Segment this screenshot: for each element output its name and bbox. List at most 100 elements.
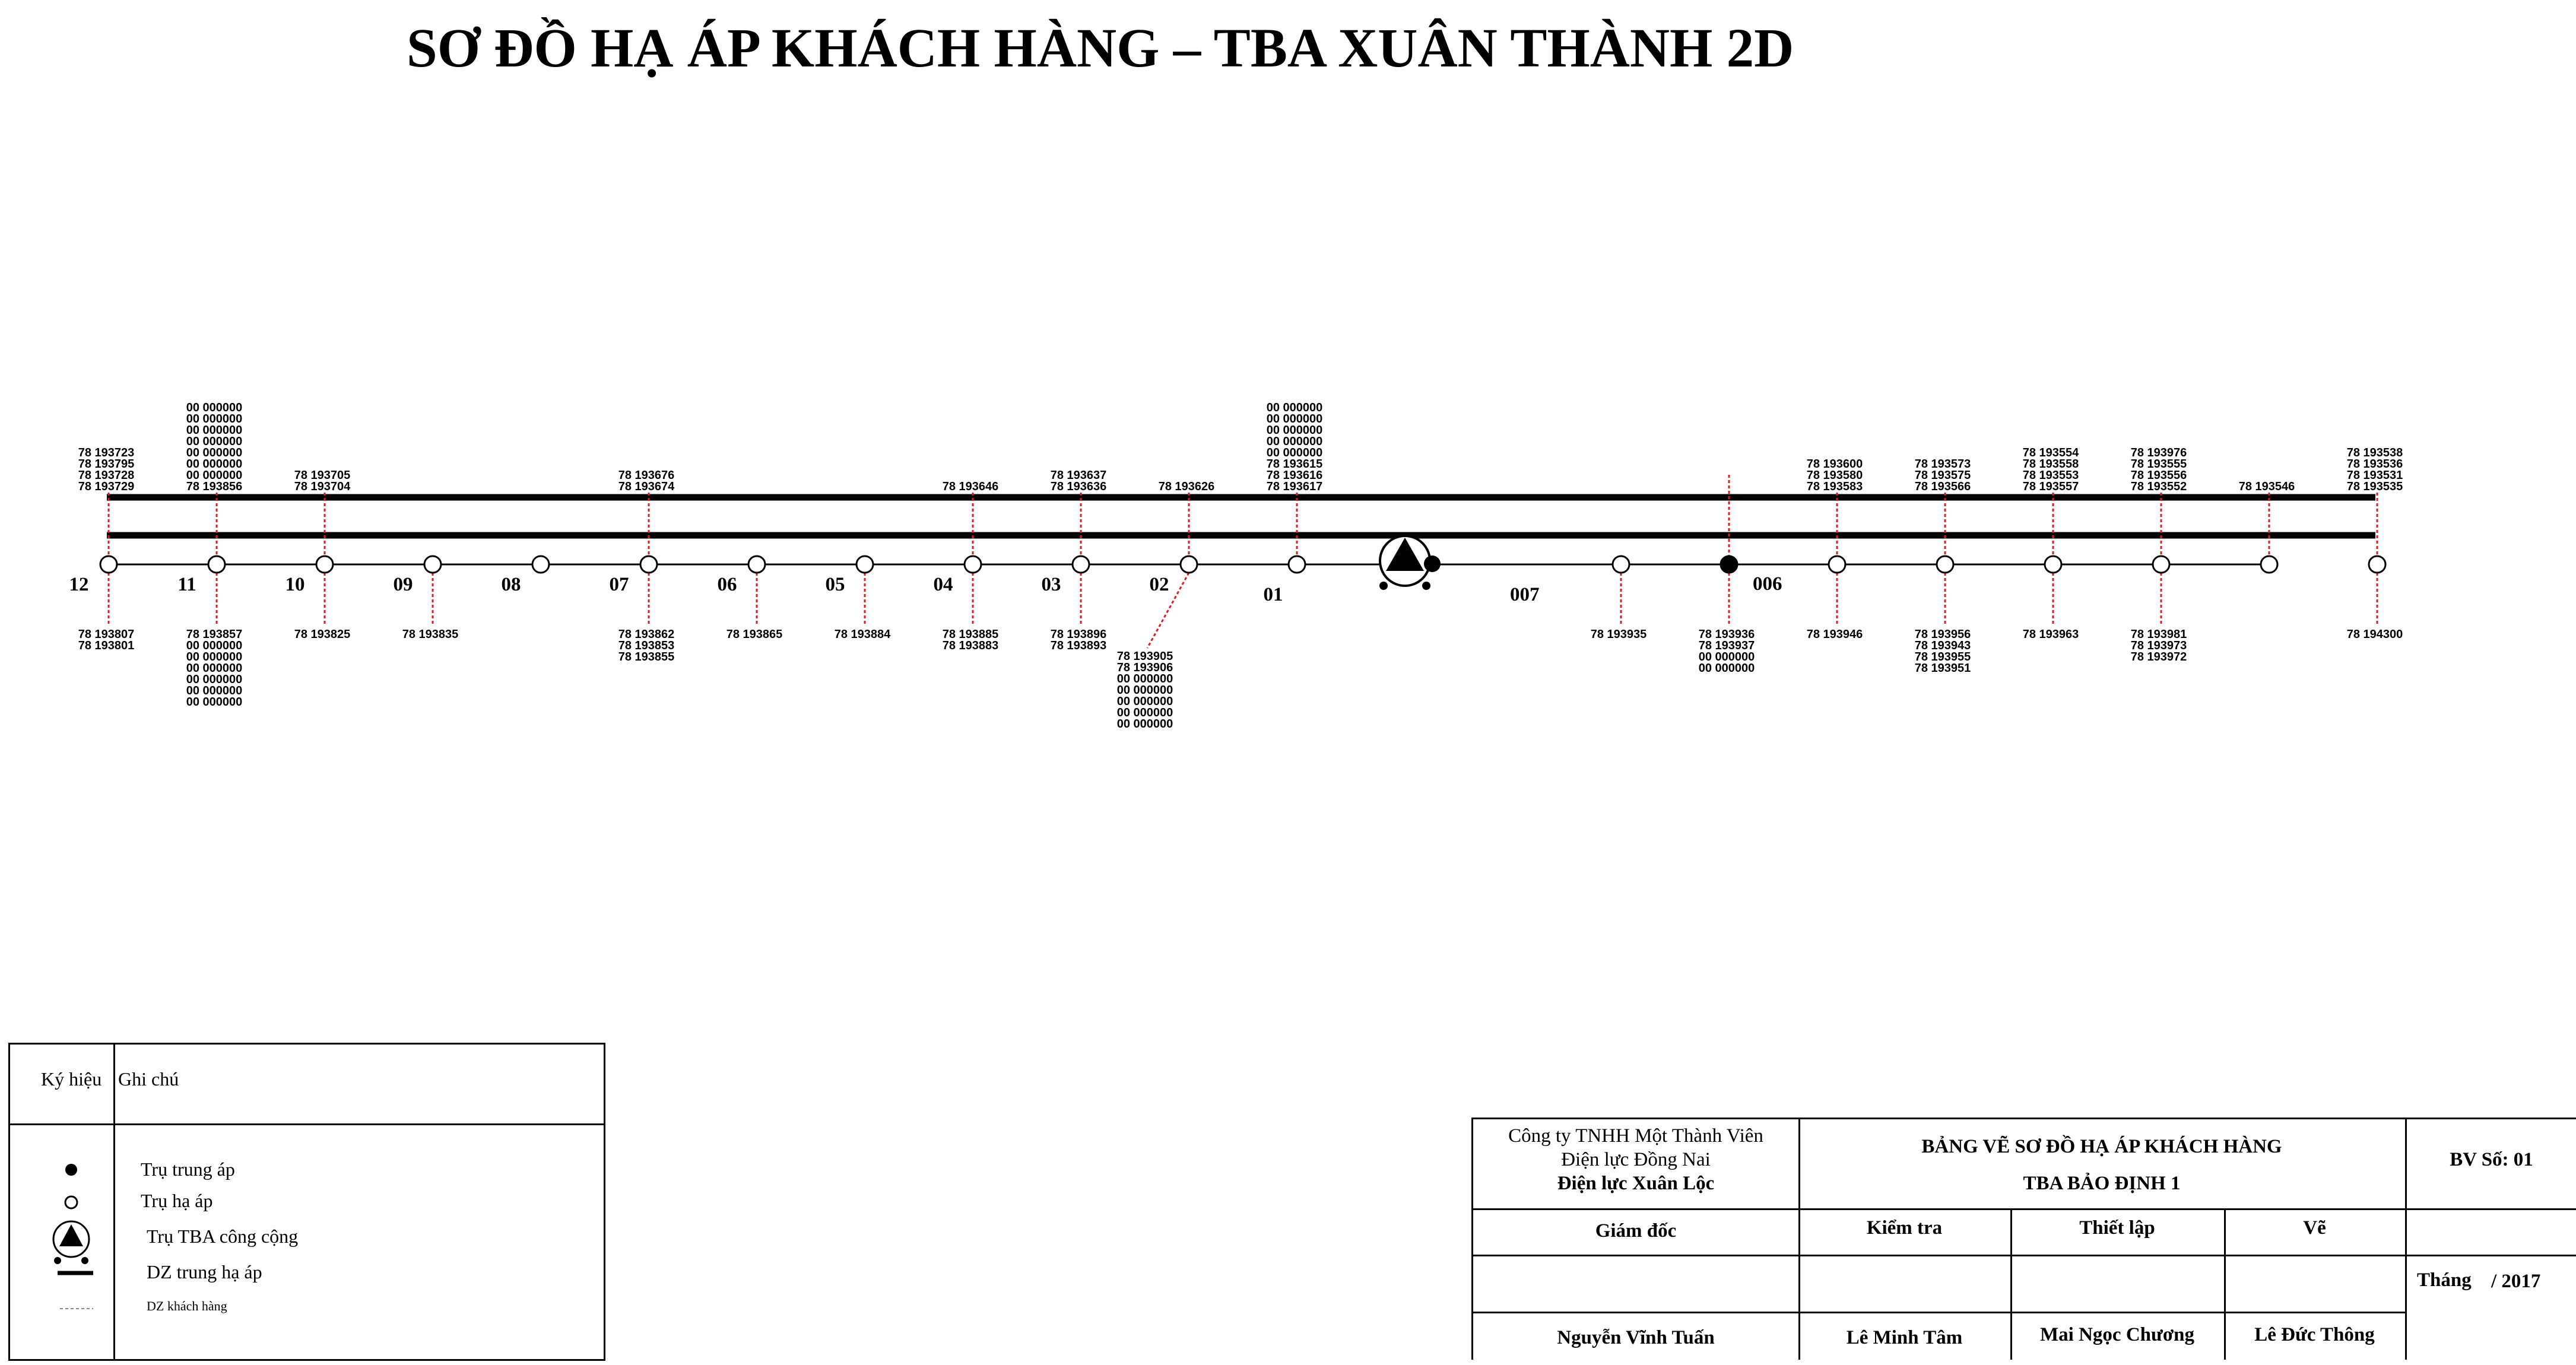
meter-code: 78 193556 — [2131, 469, 2187, 482]
meter-code: 78 193538 — [2347, 446, 2403, 459]
meter-code: 78 193835 — [402, 628, 459, 641]
meter-code: 78 193972 — [2131, 650, 2187, 664]
legend-item-dz: DZ trung hạ áp — [147, 1261, 262, 1283]
meter-code: 00 000000 — [1267, 401, 1323, 414]
meter-code: 78 193857 — [186, 628, 243, 641]
tb-name-check: Lê Minh Tâm — [1846, 1327, 1963, 1348]
meter-code: 78 193976 — [2131, 446, 2187, 459]
meter-code: 78 193885 — [943, 628, 999, 641]
pole-ha-ap — [207, 555, 226, 574]
tba-foot-left — [1379, 582, 1388, 590]
pole-ha-ap — [1071, 555, 1090, 574]
meter-code: 78 193536 — [2347, 458, 2403, 471]
meter-code: 78 193883 — [943, 639, 999, 652]
pole-label: 06 — [718, 574, 737, 595]
meter-code: 78 193646 — [943, 480, 999, 493]
meter-code: 00 000000 — [186, 424, 243, 437]
tb-company-3: Điện lực Xuân Lộc — [1557, 1173, 1715, 1194]
meter-code: 00 000000 — [186, 435, 243, 448]
meter-code: 78 193557 — [2023, 480, 2079, 493]
network-diagram: 12 11 10 09 08 07 06 05 04 03 02 01 007 006 78 193723… — [69, 401, 2403, 731]
tb-drawing-title: BẢNG VẼ SƠ ĐỒ HẠ ÁP KHÁCH HÀNG — [1921, 1136, 2282, 1157]
meter-code: 78 193705 — [294, 469, 351, 482]
meter-code: 78 194300 — [2347, 628, 2403, 641]
pole-label: 03 — [1042, 574, 1061, 595]
meter-code: 78 193676 — [618, 469, 675, 482]
tb-col-1 — [1798, 1119, 1800, 1360]
title-block: Công ty TNHH Một Thành Viên Điện lực Đồn… — [1471, 1118, 2576, 1360]
meter-code: 78 193546 — [2239, 480, 2295, 493]
meter-code: 78 193615 — [1267, 458, 1323, 471]
pole-ha-ap — [1611, 555, 1630, 574]
meter-code: 78 193553 — [2023, 469, 2079, 482]
tb-role-setup: Thiết lập — [2079, 1217, 2155, 1239]
pole-label: 08 — [502, 574, 521, 595]
tb-col-2 — [2010, 1208, 2012, 1360]
pole-label: 006 — [1753, 573, 1782, 595]
meter-code: 78 193936 — [1699, 628, 1755, 641]
meter-code: 00 000000 — [1117, 695, 1173, 708]
pole-label: 11 — [177, 574, 196, 595]
pole-label: 05 — [826, 574, 845, 595]
meter-code: 78 193535 — [2347, 480, 2403, 493]
tb-year: / 2017 — [2491, 1271, 2541, 1292]
meter-code: 78 193531 — [2347, 469, 2403, 482]
meter-code: 00 000000 — [1267, 446, 1323, 459]
tba-foot-right — [1422, 582, 1430, 590]
meter-code: 00 000000 — [1267, 412, 1323, 426]
pole-label: 07 — [610, 574, 629, 595]
meter-code: 78 193558 — [2023, 458, 2079, 471]
meter-code: 00 000000 — [1117, 718, 1173, 731]
pole-label: 12 — [69, 574, 89, 595]
meter-code: 78 193729 — [78, 480, 135, 493]
meter-code: 78 193963 — [2023, 628, 2079, 641]
legend-table: Ký hiệu Ghi chú Trụ trung áp Trụ hạ áp T… — [8, 1043, 605, 1361]
pole-label: 10 — [285, 574, 305, 595]
meter-code: 78 193573 — [1915, 458, 1971, 471]
meter-code: 78 193728 — [78, 469, 135, 482]
pole-label: 02 — [1150, 574, 1169, 595]
meter-code: 78 193626 — [1159, 480, 1215, 493]
meter-code: 78 193723 — [78, 446, 135, 459]
meter-code: 78 193552 — [2131, 480, 2187, 493]
pole-tba-icon — [1379, 535, 1441, 590]
pole-ha-ap — [1287, 555, 1306, 574]
filled-dot-icon — [65, 1164, 77, 1176]
meter-code: 78 193896 — [1051, 628, 1107, 641]
pole-ha-ap — [963, 555, 982, 574]
pole-ha-ap — [315, 555, 334, 574]
tba-triangle — [1386, 538, 1424, 571]
tb-rule-1 — [1473, 1208, 2576, 1210]
meter-code: 78 193956 — [1915, 628, 1971, 641]
pole-ha-ap — [855, 555, 874, 574]
meter-code: 78 193906 — [1117, 661, 1173, 674]
meter-code: 00 000000 — [186, 662, 243, 675]
tb-col-3 — [2224, 1208, 2226, 1360]
meter-code: 00 000000 — [186, 469, 243, 482]
meter-code: 78 193946 — [1807, 628, 1863, 641]
customer-line-below — [1146, 572, 1190, 649]
meter-code: 00 000000 — [1267, 424, 1323, 437]
meter-code: 00 000000 — [186, 684, 243, 697]
pole-ha-ap — [639, 555, 658, 574]
tb-month-label: Tháng — [2417, 1269, 2472, 1291]
meter-code: 00 000000 — [1699, 662, 1755, 675]
legend-col-symbol: Ký hiệu — [41, 1068, 102, 1090]
pole-ha-ap — [2152, 555, 2171, 574]
meter-code: 78 193943 — [1915, 639, 1971, 652]
page-title: SƠ ĐỒ HẠ ÁP KHÁCH HÀNG – TBA XUÂN THÀNH … — [407, 18, 1794, 79]
meter-code: 78 193884 — [835, 628, 891, 641]
meter-code: 78 193637 — [1051, 469, 1107, 482]
meter-code: 00 000000 — [1117, 672, 1173, 685]
pole-ha-ap — [1179, 555, 1198, 574]
pole-layer: 12 11 10 09 08 07 06 05 04 03 02 01 007 006 — [69, 535, 2387, 605]
tb-name-draw: Lê Đức Thông — [2254, 1324, 2375, 1345]
tb-name-setup: Mai Ngọc Chương — [2040, 1324, 2194, 1345]
legend-item-dz-khach-hang: DZ khách hàng — [147, 1299, 227, 1313]
tb-name-director: Nguyễn Vĩnh Tuấn — [1557, 1327, 1715, 1348]
meter-code: 00 000000 — [186, 639, 243, 652]
tb-role-director: Giám đốc — [1595, 1220, 1677, 1242]
meter-code: 78 193795 — [78, 458, 135, 471]
legend-item-tba: Trụ TBA công cộng — [147, 1226, 299, 1247]
